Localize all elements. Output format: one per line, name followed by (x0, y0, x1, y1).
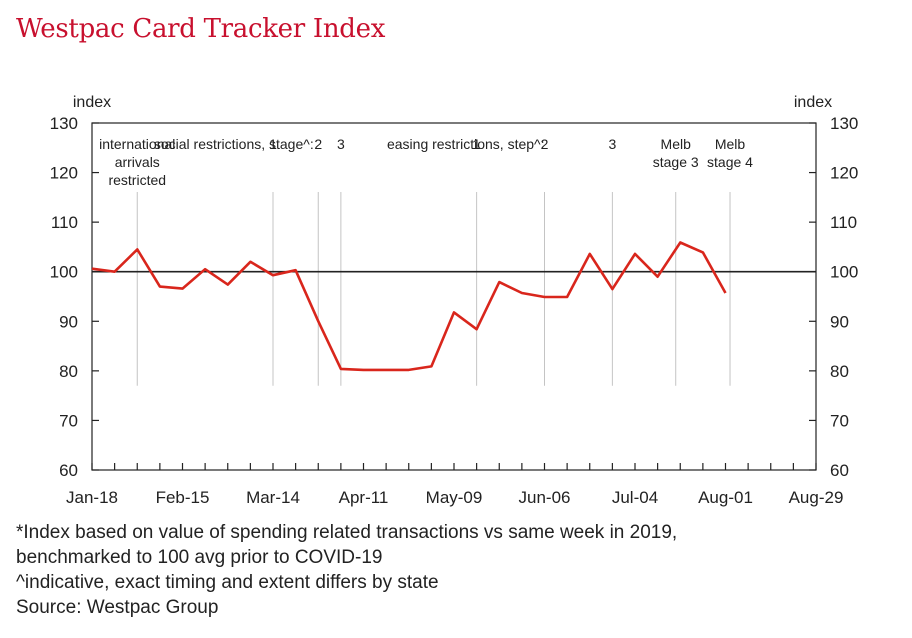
event-lines (136, 192, 731, 386)
y-tick-label-left: 90 (59, 312, 78, 331)
line-chart: 60 60 70 70 80 80 90 90 100 100 110 110 120 120 130 130… (50, 94, 859, 507)
event-label: 3 (608, 136, 616, 152)
note-line: benchmarked to 100 avg prior to COVID-19 (16, 547, 383, 568)
y-axis-label-right: index (794, 94, 832, 111)
event-label: 2 (541, 136, 549, 152)
event-label: 3 (337, 136, 345, 152)
y-axis-label-left: index (73, 94, 111, 111)
y-tick-label-left: 130 (50, 114, 78, 133)
x-tick-label: Mar-14 (246, 488, 300, 507)
chart-notes: *Index based on value of spending relate… (16, 520, 677, 620)
event-label: international (99, 136, 175, 152)
y-tick-label-right: 80 (830, 362, 849, 381)
event-group-label: social restrictions, stage^: (154, 136, 314, 152)
event-label: arrivals (115, 154, 160, 170)
event-label: stage 4 (707, 154, 753, 170)
y-tick-label-right: 110 (830, 213, 857, 232)
y-tick-label-right: 100 (830, 263, 858, 282)
y-tick-label-left: 100 (50, 263, 78, 282)
event-label: restricted (108, 172, 166, 188)
event-label: 1 (269, 136, 277, 152)
y-tick-label-right: 120 (830, 164, 858, 183)
axes: 60 60 70 70 80 80 90 90 100 100 110 110 120 120 130 130… (50, 94, 859, 507)
x-tick-label: May-09 (426, 488, 483, 507)
event-label: 1 (473, 136, 481, 152)
event-label: stage 3 (653, 154, 699, 170)
y-tick-label-left: 80 (59, 362, 78, 381)
x-tick-label: Jul-04 (612, 488, 658, 507)
x-tick-label: Aug-01 (698, 488, 753, 507)
chart-title: Westpac Card Tracker Index (16, 14, 386, 44)
plot-frame (91, 122, 817, 471)
y-tick-label-left: 110 (51, 213, 78, 232)
event-group-label: easing restrictions, step^: (387, 136, 545, 152)
x-tick-label: Feb-15 (156, 488, 210, 507)
y-tick-label-left: 70 (59, 411, 78, 430)
y-tick-label-left: 60 (59, 461, 78, 480)
y-tick-label-right: 130 (830, 114, 858, 133)
x-tick-label: Apr-11 (339, 488, 389, 507)
x-tick-label: Jun-06 (519, 488, 571, 507)
y-tick-label-left: 120 (50, 164, 78, 183)
series (91, 241, 727, 372)
series-line (91, 241, 727, 372)
note-line: *Index based on value of spending relate… (16, 522, 678, 543)
x-tick-label: Jan-18 (66, 488, 118, 507)
event-label: Melb (661, 136, 692, 152)
x-tick-label: Aug-29 (789, 488, 844, 507)
note-line: Source: Westpac Group (16, 597, 219, 618)
y-tick-label-right: 70 (830, 411, 849, 430)
note-line: ^indicative, exact timing and extent dif… (16, 572, 439, 593)
event-label: Melb (715, 136, 746, 152)
event-label: 2 (314, 136, 322, 152)
y-tick-label-right: 60 (830, 461, 849, 480)
y-tick-label-right: 90 (830, 312, 849, 331)
